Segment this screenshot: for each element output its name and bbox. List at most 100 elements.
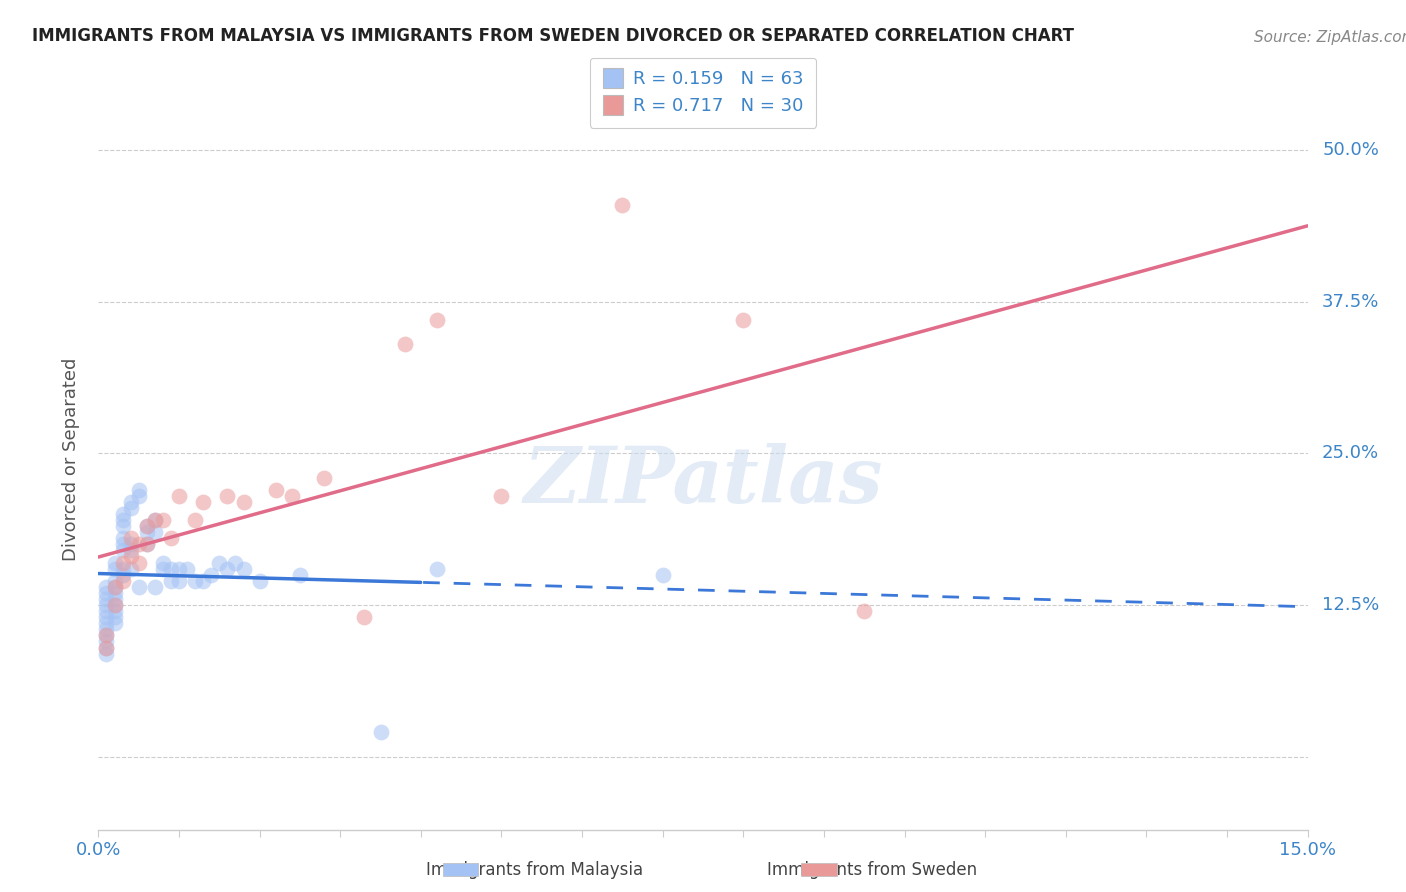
Point [426,561,449,575]
Text: 50.0%: 50.0% [1322,141,1379,159]
Point [96,591,118,606]
Text: 12.5%: 12.5% [1322,596,1379,614]
Point [111,561,134,575]
Point [143,580,166,594]
Point [135,537,157,551]
Point [96,628,118,642]
Point [853,604,876,618]
Point [96,610,118,624]
Point [167,561,190,575]
Point [120,495,142,509]
Point [612,197,634,211]
Point [96,622,118,636]
Point [96,628,118,642]
Text: 25.0%: 25.0% [1322,444,1379,462]
Point [353,610,375,624]
Point [111,543,134,558]
Point [232,495,254,509]
Point [281,489,304,503]
Point [394,337,416,351]
Y-axis label: Divorced or Separated: Divorced or Separated [62,358,80,561]
Point [491,489,513,503]
Text: Immigrants from Malaysia: Immigrants from Malaysia [426,861,643,879]
Point [426,313,449,327]
Point [111,531,134,545]
Point [103,616,125,631]
Point [96,647,118,661]
Point [128,580,150,594]
Point [111,556,134,570]
Text: IMMIGRANTS FROM MALAYSIA VS IMMIGRANTS FROM SWEDEN DIVORCED OR SEPARATED CORRELA: IMMIGRANTS FROM MALAYSIA VS IMMIGRANTS F… [32,27,1074,45]
Point [128,489,150,503]
Point [96,586,118,600]
Point [152,556,174,570]
Point [167,489,190,503]
Point [120,531,142,545]
Point [143,525,166,540]
Point [208,556,231,570]
Point [217,561,239,575]
Point [111,507,134,521]
Point [176,561,198,575]
Point [103,580,125,594]
Point [184,513,207,527]
Point [224,556,246,570]
Point [103,574,125,588]
Point [193,495,215,509]
Point [128,537,150,551]
Point [96,598,118,612]
Text: Immigrants from Sweden: Immigrants from Sweden [766,861,977,879]
Point [103,586,125,600]
Point [103,591,125,606]
Point [96,640,118,655]
Point [128,556,150,570]
Point [160,561,183,575]
Point [152,513,174,527]
Point [184,574,207,588]
Point [96,580,118,594]
Point [111,537,134,551]
Point [103,604,125,618]
Point [120,549,142,564]
Point [111,519,134,533]
Point [103,556,125,570]
Point [96,604,118,618]
Point [167,574,190,588]
Point [135,525,157,540]
Point [152,561,174,575]
Point [103,580,125,594]
Point [232,561,254,575]
Point [120,561,142,575]
Point [249,574,271,588]
Point [96,616,118,631]
Point [200,567,222,582]
Point [135,537,157,551]
Point [135,519,157,533]
Point [160,531,183,545]
Point [128,483,150,497]
Point [733,313,755,327]
Text: Source: ZipAtlas.com: Source: ZipAtlas.com [1254,29,1406,45]
Point [314,470,336,484]
Text: 37.5%: 37.5% [1322,293,1379,310]
Point [217,489,239,503]
Point [143,513,166,527]
Point [111,567,134,582]
Point [193,574,215,588]
Point [651,567,673,582]
Point [143,513,166,527]
Point [120,500,142,515]
Point [103,598,125,612]
Point [120,543,142,558]
Point [103,598,125,612]
Point [96,634,118,648]
Point [264,483,287,497]
Point [288,567,311,582]
Point [160,574,183,588]
Point [103,561,125,575]
Point [111,574,134,588]
Point [96,640,118,655]
Point [135,519,157,533]
Point [120,537,142,551]
Point [370,725,392,739]
